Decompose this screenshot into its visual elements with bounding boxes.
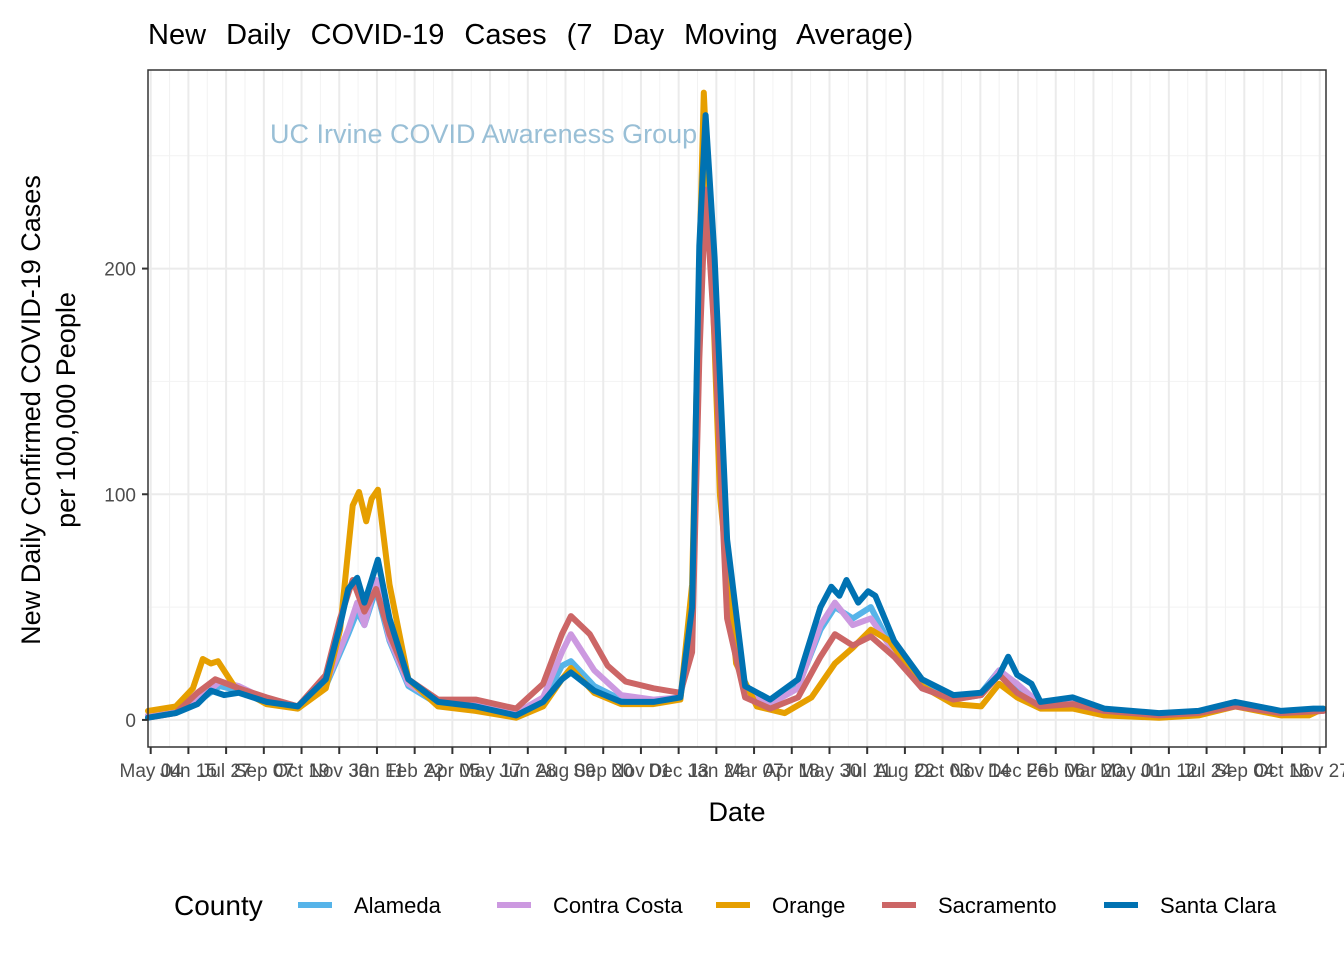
x-tick-label: May 04 — [120, 761, 183, 782]
x-tick-label: Dec 26 — [988, 761, 1048, 782]
x-axis-title: Date — [708, 797, 765, 827]
x-tick-label: Nov 01 — [611, 761, 671, 782]
x-tick-label: Oct 16 — [1254, 761, 1310, 782]
x-tick-label: Apr 18 — [764, 761, 820, 782]
x-tick-label: Sep 20 — [573, 761, 633, 782]
y-tick-label: 100 — [104, 485, 136, 506]
watermark-text: UC Irvine COVID Awareness Group — [270, 119, 697, 149]
legend: County Alameda Contra Costa Orange Sacramen… — [174, 890, 1277, 921]
x-tick-label: Nov 30 — [309, 761, 369, 782]
x-tick-label: Jan 11 — [349, 761, 405, 782]
x-tick-label: Oct 19 — [274, 761, 330, 782]
x-tick-label: Jul 24 — [1181, 761, 1232, 782]
x-tick-label: Sep 04 — [1214, 761, 1275, 782]
y-axis: 0 100 200 — [104, 260, 148, 732]
series-line-santa-clara — [145, 112, 1327, 721]
y-axis-title-line-2: per 100,000 People — [51, 292, 81, 528]
x-tick-label: Nov 14 — [950, 761, 1011, 782]
x-tick-label: Jun 28 — [499, 761, 556, 782]
panel-border — [147, 69, 1327, 748]
x-tick-label: Aug 22 — [875, 761, 935, 782]
x-tick-label: Feb 06 — [1026, 761, 1085, 782]
y-tick-label: 200 — [104, 260, 136, 281]
y-axis-title-line-1: New Daily Confirmed COVID-19 Cases — [16, 175, 46, 645]
x-tick-label: Jun 15 — [160, 761, 217, 782]
legend-title: County — [174, 890, 263, 921]
x-tick-label: Mar 20 — [1064, 761, 1123, 782]
legend-label: Sacramento — [938, 893, 1057, 918]
x-tick-label: Mar 07 — [724, 761, 783, 782]
x-tick-label: Sep 07 — [234, 761, 294, 782]
x-tick-label: Jan 24 — [688, 761, 745, 782]
grid-major-y — [148, 267, 1326, 721]
x-tick-label: May 17 — [459, 761, 521, 782]
x-tick-label: Aug 09 — [535, 761, 595, 782]
x-tick-label: Feb 22 — [385, 761, 444, 782]
x-tick-label: May 01 — [1100, 761, 1162, 782]
legend-label: Alameda — [354, 893, 442, 918]
legend-label: Santa Clara — [1160, 893, 1277, 918]
plot-panel: UC Irvine COVID Awareness Group — [145, 69, 1327, 748]
x-tick-label: May 30 — [798, 761, 860, 782]
series-lines — [145, 89, 1327, 721]
chart-title: New Daily COVID-19 Cases (7 Day Moving A… — [148, 19, 913, 51]
x-tick-label: Jul 27 — [201, 761, 252, 782]
legend-label: Orange — [772, 893, 845, 918]
legend-label: Contra Costa — [553, 893, 683, 918]
x-tick-label: Apr 05 — [424, 761, 480, 782]
y-tick-label: 0 — [125, 711, 136, 732]
y-axis-title: New Daily Confirmed COVID-19 Cases per 1… — [16, 175, 81, 645]
x-tick-label: Jul 11 — [843, 761, 892, 782]
x-tick-label: Jun 12 — [1140, 761, 1197, 782]
x-tick-label: Oct 03 — [915, 761, 971, 782]
x-tick-label: Dec 13 — [649, 761, 709, 782]
x-tick-label: Nov 27 — [1290, 761, 1344, 782]
